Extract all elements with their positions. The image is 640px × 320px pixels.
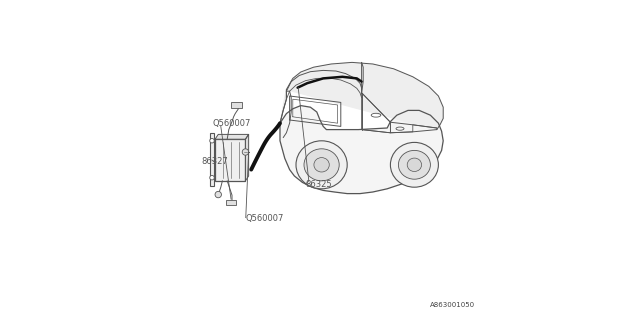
Circle shape [210, 139, 214, 143]
Text: 86327: 86327 [201, 157, 228, 166]
Polygon shape [280, 62, 443, 130]
Polygon shape [280, 106, 443, 194]
Polygon shape [215, 134, 249, 139]
Ellipse shape [398, 150, 430, 179]
Text: Q560007: Q560007 [212, 119, 251, 128]
Ellipse shape [304, 149, 339, 181]
Bar [231, 102, 243, 108]
Ellipse shape [407, 158, 422, 172]
Ellipse shape [390, 142, 438, 187]
Bar [210, 133, 214, 186]
Ellipse shape [296, 141, 348, 189]
Text: A863001050: A863001050 [430, 302, 476, 308]
Text: 86325: 86325 [306, 180, 332, 188]
Polygon shape [246, 134, 249, 181]
Circle shape [215, 191, 221, 198]
Ellipse shape [314, 158, 330, 172]
Circle shape [243, 149, 248, 155]
Bar [215, 139, 246, 181]
Bar [227, 200, 236, 205]
Circle shape [210, 175, 214, 180]
Text: Q560007: Q560007 [246, 214, 284, 223]
